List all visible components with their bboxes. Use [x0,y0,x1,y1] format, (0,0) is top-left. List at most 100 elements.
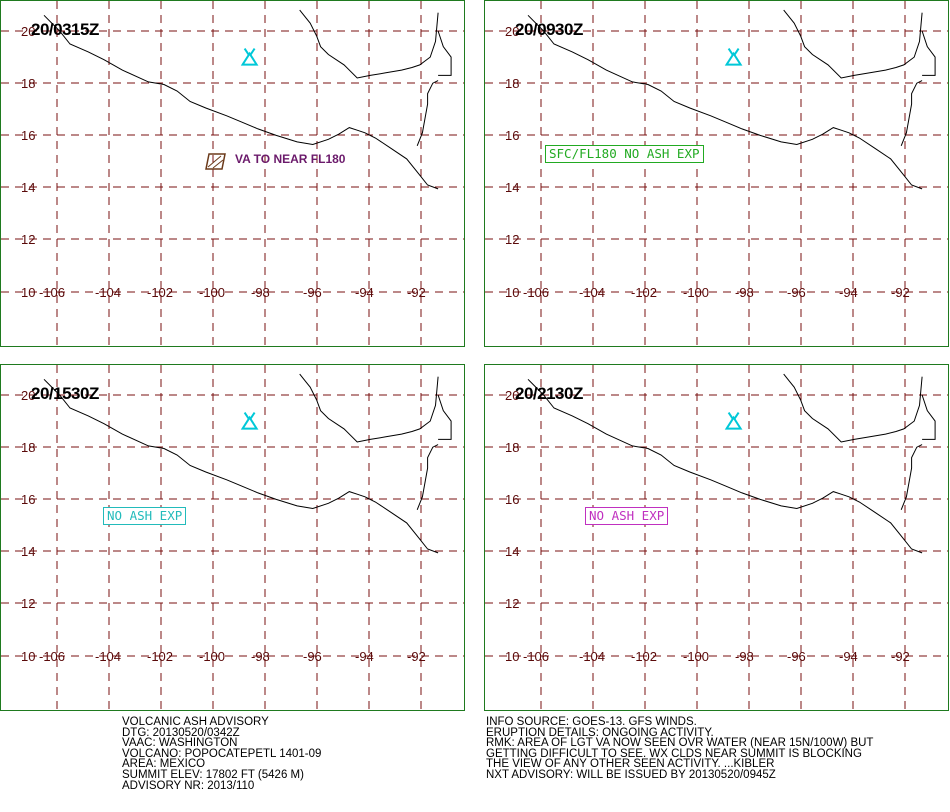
longitude-label: -102 [631,649,657,664]
advisory-line: SUMMIT ELEV: 17802 FT (5426 M) [122,768,304,781]
map-panel-2130z: 20 18 16 14 12 10 -106 -104 -102 -100 -98 -96 -94 -92… [484,364,949,711]
latitude-label: 14 [505,544,519,559]
map-graphic: 20 18 16 14 12 10 -106 -104 -102 -100 -98 -96 -94 -92 [485,1,948,346]
latitude-label: 16 [21,128,35,143]
latitude-label: 18 [505,76,519,91]
longitude-label: -92 [407,285,426,300]
volcano-icon [724,412,743,430]
advisory-line: NXT ADVISORY: WILL BE ISSUED BY 20130520… [486,768,776,781]
advisory-line: INFO SOURCE: GOES-13. GFS WINDS. [486,716,697,728]
advisory-line: GETTING DIFFICULT TO SEE. WX CLDS NEAR S… [486,747,862,760]
map-graphic: 20 18 16 14 12 10 -106 -104 -102 -100 -98 -96 -94 -92 [1,365,464,710]
longitude-label: -100 [199,649,225,664]
no-ash-label: NO ASH EXP [103,507,187,525]
longitude-label: -104 [95,649,121,664]
panel-time-label: 20/1530Z [31,384,99,403]
panel-time-label: 20/0315Z [31,20,99,39]
latitude-label: 10 [505,649,519,664]
no-ash-label: NO ASH EXP [585,507,669,525]
map-graphic: 20 18 16 14 12 10 -106 -104 -102 -100 -98 -96 -94 -92 [1,1,464,346]
longitude-label: -100 [199,285,225,300]
pacific-coastline [527,378,923,554]
longitude-label: -92 [891,649,910,664]
border-line [921,30,936,76]
advisory-line: VOLCANIC ASH ADVISORY [122,716,269,728]
border-line [416,444,439,510]
longitude-label: -94 [839,285,858,300]
latitude-label: 18 [21,440,35,455]
panel-time-label: 20/2130Z [515,384,583,403]
longitude-label: -106 [39,649,65,664]
ash-area-hatch [212,159,224,169]
border-line [900,444,923,510]
panel-time-label: 20/0930Z [515,20,583,39]
advisory-line: ADVISORY NR: 2013/110 [122,779,255,792]
longitude-label: -104 [579,285,605,300]
volcano-icon [724,48,743,66]
latitude-label: 16 [505,128,519,143]
advisory-header-block: VOLCANIC ASH ADVISORY DTG: 20130520/0342… [122,716,322,792]
latitude-label: 18 [21,76,35,91]
latitude-label: 14 [21,180,35,195]
gulf-coastline [783,9,923,79]
volcano-icon [240,412,259,430]
latitude-label: 10 [505,285,519,300]
latitude-label: 20 [505,388,519,403]
longitude-label: -94 [355,285,374,300]
latitude-label: 20 [505,24,519,39]
longitude-label: -104 [95,285,121,300]
latitude-label: 14 [505,180,519,195]
advisory-line: ERUPTION DETAILS: ONGOING ACTIVITY. [486,726,714,739]
longitude-label: -94 [355,649,374,664]
map-panel-0315z: 20 18 16 14 12 10 -106 -104 -102 -100 -98 -96 -94 -92… [0,0,465,347]
advisory-line: DTG: 20130520/0342Z [122,726,240,739]
latitude-label: 20 [21,24,35,39]
longitude-label: -92 [407,649,426,664]
map-panel-1530z: 20 18 16 14 12 10 -106 -104 -102 -100 -98 -96 -94 -92… [0,364,465,711]
longitude-label: -106 [523,649,549,664]
volcano-icon [240,48,259,66]
longitude-label: -96 [303,285,322,300]
ash-area-label: VA TO NEAR FL180 [235,152,346,166]
latitude-label: 20 [21,388,35,403]
border-line [900,80,923,146]
longitude-label: -106 [523,285,549,300]
advisory-line: VAAC: WASHINGTON [122,737,238,750]
latitude-label: 12 [505,596,519,611]
gulf-coastline [299,9,439,79]
latitude-label: 10 [21,285,35,300]
longitude-label: -92 [891,285,910,300]
longitude-label: -106 [39,285,65,300]
ash-area-hatch [207,155,222,168]
ash-area-polygon [205,153,226,170]
border-line [437,394,452,440]
latitude-label: 16 [21,492,35,507]
pacific-coastline [43,14,439,190]
longitude-label: -98 [251,285,270,300]
advisory-details-block: INFO SOURCE: GOES-13. GFS WINDS. ERUPTIO… [486,716,874,781]
longitude-label: -100 [683,649,709,664]
latitude-label: 18 [505,440,519,455]
advisory-line: RMK: AREA OF LGT VA NOW SEEN OVR WATER (… [486,737,874,750]
longitude-label: -104 [579,649,605,664]
gulf-coastline [299,373,439,443]
latitude-label: 12 [21,232,35,247]
latitude-label: 10 [21,649,35,664]
longitude-label: -98 [251,649,270,664]
no-ash-label: SFC/FL180 NO ASH EXP [545,145,704,163]
longitude-label: -98 [735,285,754,300]
longitude-label: -98 [735,649,754,664]
latitude-label: 16 [505,492,519,507]
gulf-coastline [783,373,923,443]
longitude-label: -102 [147,285,173,300]
border-line [416,80,439,146]
pacific-coastline [527,14,923,190]
longitude-label: -100 [683,285,709,300]
longitude-label: -102 [147,649,173,664]
advisory-line: VOLCANO: POPOCATEPETL 1401-09 [122,747,322,760]
map-graphic: 20 18 16 14 12 10 -106 -104 -102 -100 -98 -96 -94 -92 [485,365,948,710]
longitude-label: -96 [787,649,806,664]
border-line [437,30,452,76]
advisory-line: AREA: MEXICO [122,758,206,771]
latitude-label: 14 [21,544,35,559]
